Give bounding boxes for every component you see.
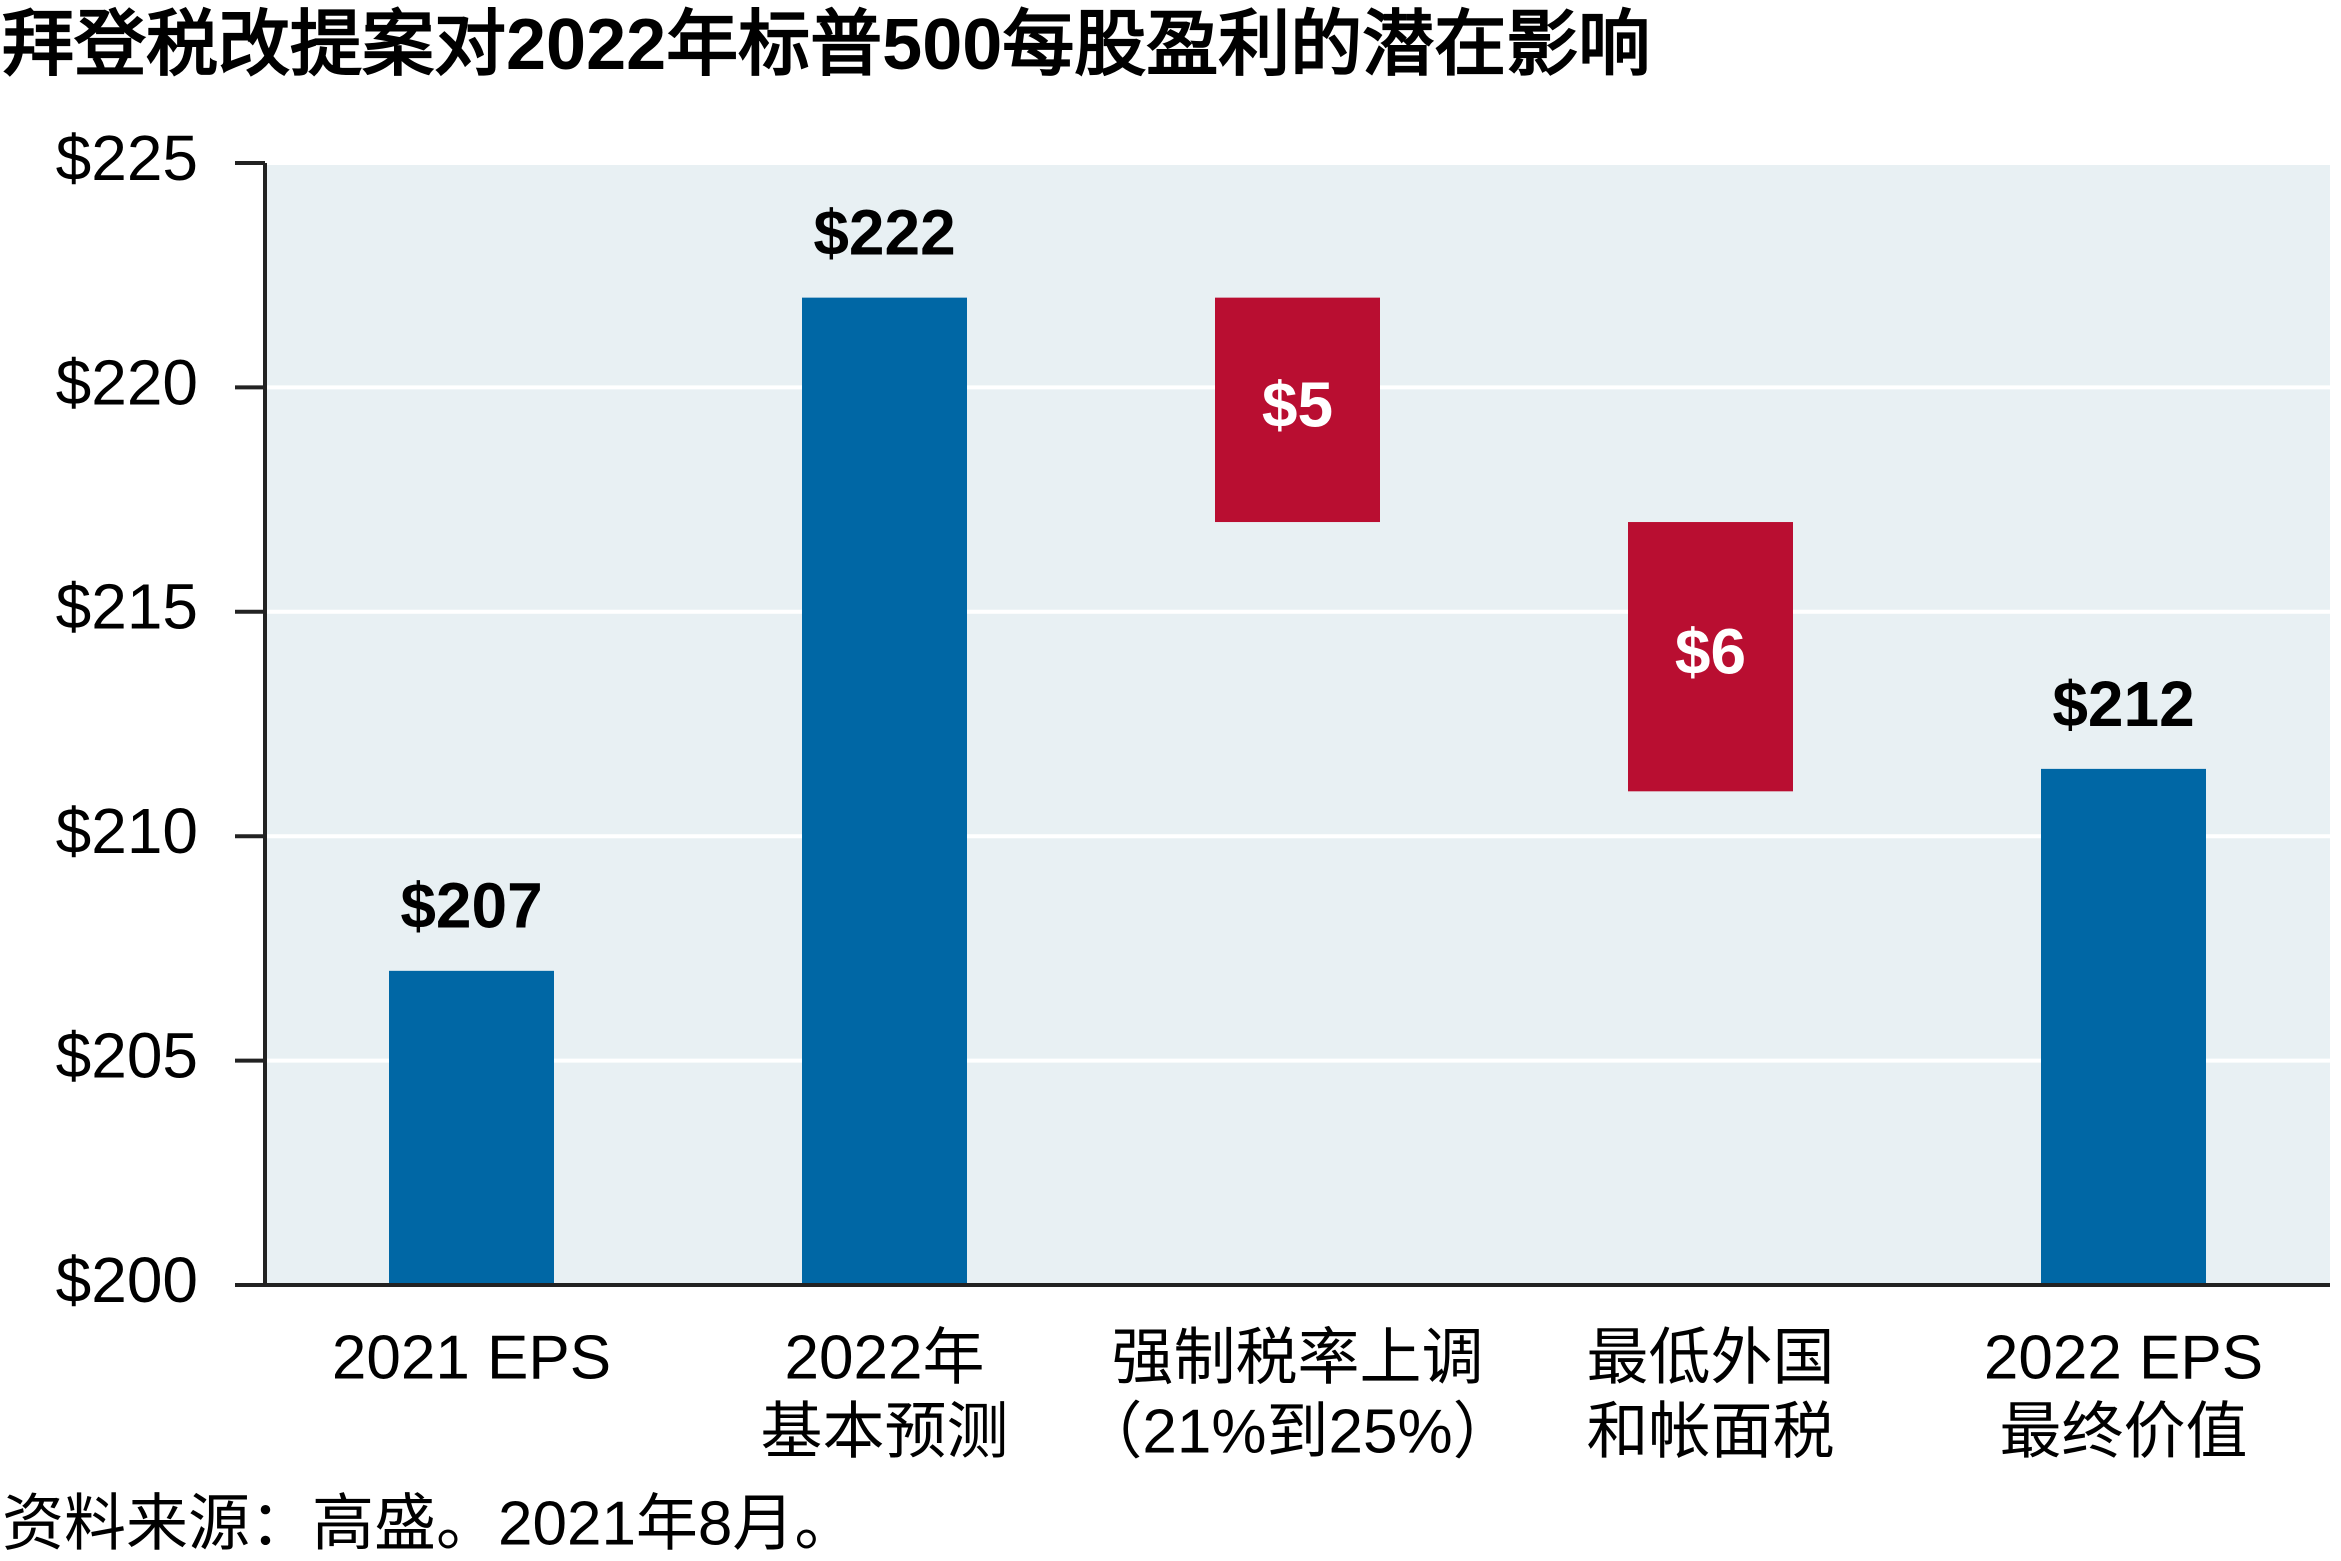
y-tick-label: $220 xyxy=(56,346,198,418)
x-tick-label: 2022年 xyxy=(785,1323,985,1392)
y-tick-label: $200 xyxy=(56,1244,198,1316)
y-tick-label: $205 xyxy=(56,1020,198,1092)
x-tick-label: 最低外国 xyxy=(1586,1323,1834,1392)
chart-title: 拜登税改提案对2022年标普500每股盈利的潜在影响 xyxy=(2,5,1650,85)
y-tick-label: $210 xyxy=(56,795,198,867)
x-tick-label: （21%到25%） xyxy=(1080,1397,1514,1466)
bar xyxy=(389,970,554,1285)
y-tick-label: $215 xyxy=(56,571,198,643)
value-label: $6 xyxy=(1675,616,1746,688)
x-tick-label: 2021 EPS xyxy=(332,1323,611,1392)
y-tick-label: $225 xyxy=(56,122,198,194)
x-tick-label: 最终价值 xyxy=(1999,1397,2247,1466)
x-tick-label: 强制税率上调 xyxy=(1111,1323,1483,1392)
x-tick-label: 基本预测 xyxy=(760,1397,1008,1466)
bar xyxy=(1215,297,1380,523)
value-label: $222 xyxy=(813,197,955,269)
source-note: 资料来源：高盛。2021年8月。 xyxy=(2,1489,856,1558)
bar xyxy=(802,297,967,1285)
value-label: $5 xyxy=(1262,369,1333,441)
x-tick-label: 2022 EPS xyxy=(1984,1323,2263,1392)
value-label: $207 xyxy=(400,870,542,942)
x-tick-label: 和帐面税 xyxy=(1586,1397,1834,1466)
value-label: $212 xyxy=(2052,668,2194,740)
bar xyxy=(2041,768,2206,1285)
bar xyxy=(1628,522,1793,792)
